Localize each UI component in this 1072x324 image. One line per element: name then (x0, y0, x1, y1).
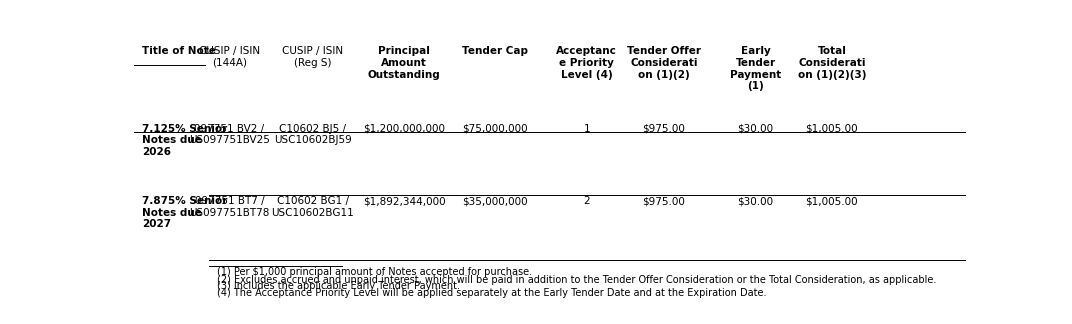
Text: $1,005.00: $1,005.00 (805, 124, 859, 134)
Text: Tender Offer
Considerati
on (1)(2): Tender Offer Considerati on (1)(2) (627, 46, 701, 80)
Text: $1,892,344,000: $1,892,344,000 (362, 196, 445, 206)
Text: (4) The Acceptance Priority Level will be applied separately at the Early Tender: (4) The Acceptance Priority Level will b… (217, 288, 766, 298)
Text: (2) Excludes accrued and unpaid interest, which will be paid in addition to the : (2) Excludes accrued and unpaid interest… (217, 275, 937, 285)
Text: Principal
Amount
Outstanding: Principal Amount Outstanding (368, 46, 441, 80)
Text: 1: 1 (583, 124, 590, 134)
Text: $35,000,000: $35,000,000 (463, 196, 528, 206)
Text: Total
Considerati
on (1)(2)(3): Total Considerati on (1)(2)(3) (798, 46, 866, 80)
Text: $1,200,000,000: $1,200,000,000 (363, 124, 445, 134)
Text: (1) Per $1,000 principal amount of Notes accepted for purchase.: (1) Per $1,000 principal amount of Notes… (217, 267, 532, 277)
Text: Acceptanc
e Priority
Level (4): Acceptanc e Priority Level (4) (556, 46, 617, 80)
Text: $75,000,000: $75,000,000 (463, 124, 528, 134)
Text: Title of Note: Title of Note (143, 46, 217, 56)
Text: 2: 2 (583, 196, 590, 206)
Text: 097751 BT7 /
US097751BT78: 097751 BT7 / US097751BT78 (190, 196, 270, 218)
Text: Early
Tender
Payment
(1): Early Tender Payment (1) (730, 46, 781, 91)
Text: Tender Cap: Tender Cap (462, 46, 528, 56)
Text: $30.00: $30.00 (738, 196, 774, 206)
Text: C10602 BG1 /
USC10602BG11: C10602 BG1 / USC10602BG11 (271, 196, 354, 218)
Text: 097751 BV2 /
US097751BV25: 097751 BV2 / US097751BV25 (189, 124, 270, 145)
Text: CUSIP / ISIN
(144A): CUSIP / ISIN (144A) (199, 46, 260, 68)
Text: 7.125% Senior
Notes due
2026: 7.125% Senior Notes due 2026 (143, 124, 227, 157)
Text: $30.00: $30.00 (738, 124, 774, 134)
Text: CUSIP / ISIN
(Reg S): CUSIP / ISIN (Reg S) (282, 46, 343, 68)
Text: $975.00: $975.00 (642, 196, 685, 206)
Text: 7.875% Senior
Notes due
2027: 7.875% Senior Notes due 2027 (143, 196, 227, 229)
Text: (3) Includes the applicable Early Tender Payment.: (3) Includes the applicable Early Tender… (217, 281, 460, 291)
Text: C10602 BJ5 /
USC10602BJ59: C10602 BJ5 / USC10602BJ59 (273, 124, 352, 145)
Text: $1,005.00: $1,005.00 (805, 196, 859, 206)
Text: $975.00: $975.00 (642, 124, 685, 134)
